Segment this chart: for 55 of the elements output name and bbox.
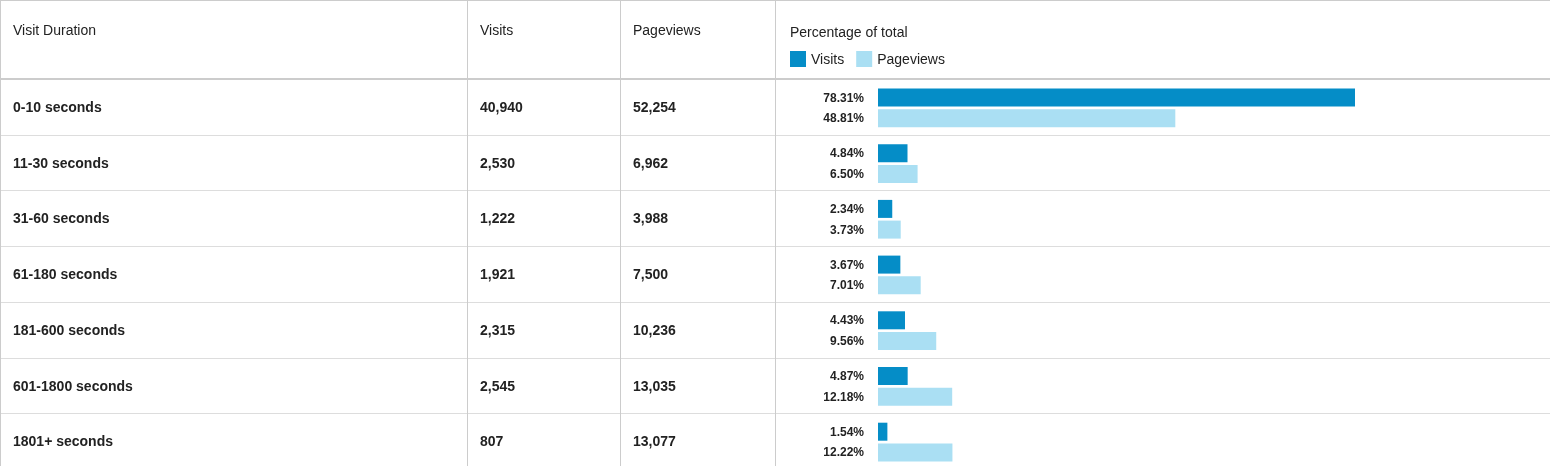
data-label: 78.31% xyxy=(823,90,865,105)
data-label: 7.01% xyxy=(829,278,865,293)
bar xyxy=(878,422,888,441)
data-label: 7,500 xyxy=(633,266,670,283)
category-label: 31-60 seconds xyxy=(13,210,111,227)
data-label: 1,921 xyxy=(480,266,517,283)
data-label: 2,315 xyxy=(480,321,517,338)
data-label: 6.50% xyxy=(829,166,865,181)
data-label: 4.43% xyxy=(829,313,865,328)
bar xyxy=(878,255,901,274)
bar xyxy=(878,88,1355,107)
data-label: 2,530 xyxy=(480,154,517,171)
data-label: 2.34% xyxy=(829,201,865,216)
data-label: 12.22% xyxy=(823,445,865,460)
data-label: 9.56% xyxy=(829,334,865,348)
data-label: 807 xyxy=(480,433,505,450)
data-label: 1.54% xyxy=(829,424,865,439)
data-label: 40,940 xyxy=(480,99,524,115)
data-label: 4.87% xyxy=(829,369,865,383)
data-label: 6,962 xyxy=(633,154,670,171)
bar xyxy=(878,109,1176,128)
legend-label: Pageviews xyxy=(877,51,945,67)
category-label: 181-600 seconds xyxy=(13,321,127,338)
bar xyxy=(878,220,901,239)
text: Visits xyxy=(480,22,515,38)
category-label: 11-30 seconds xyxy=(13,154,110,171)
data-label: 3.73% xyxy=(829,222,865,237)
text: Visit Duration xyxy=(13,22,97,38)
bar xyxy=(878,164,918,183)
category-label: 1801+ seconds xyxy=(13,433,114,450)
data-label: 52,254 xyxy=(633,99,677,115)
bar xyxy=(878,387,953,406)
data-label: 13,035 xyxy=(633,377,677,394)
data-label: 4.84% xyxy=(829,146,865,161)
category-label: 601-1800 seconds xyxy=(13,377,134,394)
bar xyxy=(878,276,921,295)
bar xyxy=(878,199,893,218)
data-label: 10,236 xyxy=(633,321,677,338)
bar xyxy=(878,332,937,350)
bar xyxy=(878,311,905,330)
legend-label: Visits xyxy=(811,51,845,67)
chart-title: Percentage of total xyxy=(790,24,908,40)
bar xyxy=(878,367,908,385)
data-label: 1,222 xyxy=(480,210,517,227)
bar xyxy=(878,443,953,462)
bar xyxy=(878,144,908,163)
data-label: 48.81% xyxy=(823,111,865,126)
category-label: 0-10 seconds xyxy=(13,99,103,115)
text: Pageviews xyxy=(633,22,702,38)
data-label: 3.67% xyxy=(829,257,865,272)
category-label: 61-180 seconds xyxy=(13,266,119,283)
data-label: 3,988 xyxy=(633,210,670,227)
data-label: 12.18% xyxy=(823,389,865,404)
data-label: 2,545 xyxy=(480,377,517,394)
data-label: 13,077 xyxy=(633,433,677,450)
